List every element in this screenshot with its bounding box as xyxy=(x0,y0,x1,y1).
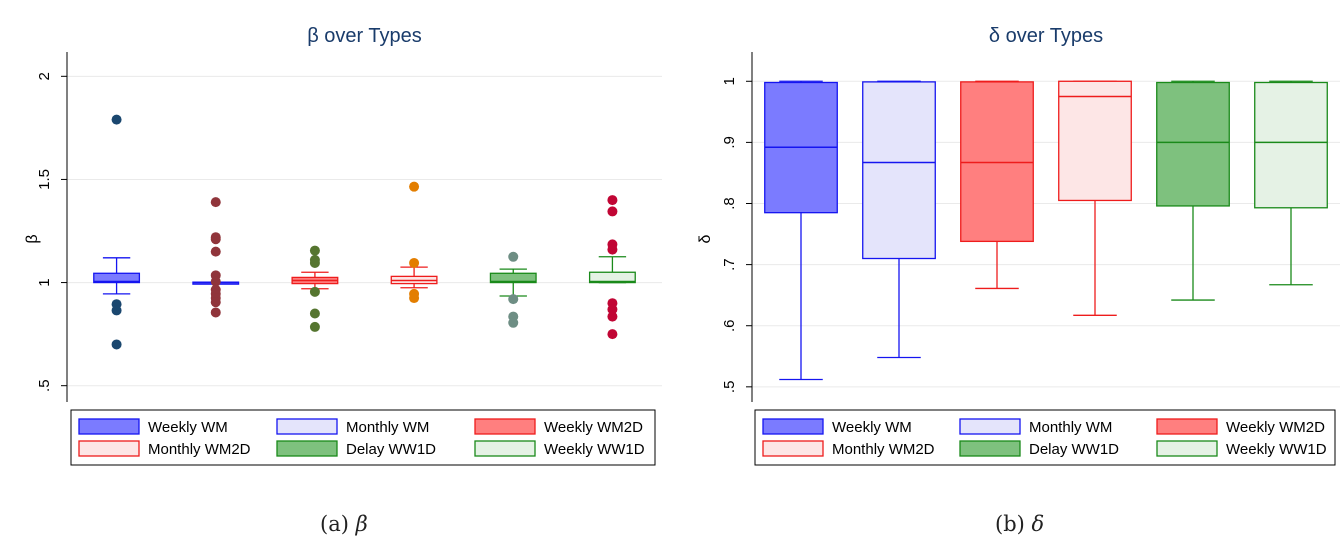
beta-box-1 xyxy=(93,114,141,350)
beta-outlier-point xyxy=(111,339,122,350)
delta-y-tick-label: 1 xyxy=(721,77,738,85)
delta-legend: Weekly WM Monthly WM Weekly WM2D Monthly WM… xyxy=(754,409,1336,466)
beta-legend-swatch xyxy=(276,440,338,457)
beta-legend-swatch xyxy=(78,440,140,457)
delta-box-body xyxy=(1058,80,1132,202)
delta-y-tick-label: .6 xyxy=(721,319,738,332)
caption-delta: (b) δ xyxy=(995,512,1044,536)
beta-legend-swatch xyxy=(78,418,140,435)
beta-outlier-point xyxy=(409,257,420,268)
beta-outlier-point xyxy=(309,286,320,297)
caption-beta-symbol: β xyxy=(355,512,368,536)
beta-legend-frame xyxy=(70,409,656,466)
beta-legend-label: Weekly WM2D xyxy=(544,419,643,436)
beta-outlier-point xyxy=(508,294,519,305)
caption-beta-prefix: (a) xyxy=(320,512,349,536)
delta-y-tick-label: .5 xyxy=(721,381,738,394)
beta-outlier-point xyxy=(210,297,221,308)
delta-chart-panel: δ over Types .5 .6 .7 .8 .9 1 δ Weekly WM Monthly… xyxy=(680,0,1341,500)
beta-outlier-point xyxy=(508,251,519,262)
delta-legend-frame xyxy=(754,409,1336,466)
delta-legend-swatch xyxy=(762,418,824,435)
delta-chart-title: δ over Types xyxy=(989,25,1103,47)
delta-y-tick-label: .9 xyxy=(721,136,738,149)
beta-outlier-point xyxy=(309,308,320,319)
beta-outlier-point xyxy=(309,245,320,256)
delta-legend-swatch xyxy=(959,418,1021,435)
beta-outlier-point xyxy=(309,257,320,268)
beta-outlier-point xyxy=(607,244,618,255)
beta-outlier-point xyxy=(210,307,221,318)
beta-outlier-point xyxy=(409,181,420,192)
beta-y-tick-label: .5 xyxy=(36,379,53,392)
beta-box-2 xyxy=(192,197,240,318)
beta-outlier-point xyxy=(210,276,221,287)
beta-box-5 xyxy=(489,251,537,328)
beta-chart-panel: β over Types .5 1 1.5 2 β Weekly WM Monthly WM W… xyxy=(0,0,670,500)
delta-y-tick-label: .7 xyxy=(721,258,738,271)
beta-box-body xyxy=(588,271,636,284)
beta-outlier-point xyxy=(210,246,221,257)
delta-box-4 xyxy=(1058,80,1132,316)
delta-box-2 xyxy=(862,80,936,359)
delta-box-body xyxy=(1156,81,1230,207)
delta-legend-label: Weekly WW1D xyxy=(1226,441,1327,458)
beta-box-body xyxy=(489,272,537,284)
delta-legend-swatch xyxy=(1156,418,1218,435)
caption-delta-prefix: (b) xyxy=(995,512,1025,536)
beta-y-tick-label: 1 xyxy=(36,278,53,286)
delta-box-body xyxy=(1254,81,1328,209)
delta-box-1 xyxy=(764,80,838,381)
beta-outlier-point xyxy=(309,321,320,332)
delta-legend-label: Delay WW1D xyxy=(1029,441,1119,458)
beta-box-4 xyxy=(390,181,438,304)
beta-legend-label: Weekly WM xyxy=(148,419,228,436)
beta-legend-swatch xyxy=(276,418,338,435)
beta-outlier-point xyxy=(409,293,420,304)
beta-outlier-point xyxy=(607,304,618,315)
beta-legend-swatch xyxy=(474,440,536,457)
beta-chart-title: β over Types xyxy=(307,25,422,47)
delta-y-axis-label: δ xyxy=(697,234,714,243)
beta-outlier-point xyxy=(607,311,618,322)
delta-legend-swatch xyxy=(1156,440,1218,457)
beta-legend-swatch xyxy=(474,418,536,435)
beta-outlier-point xyxy=(508,317,519,328)
delta-box-plot: δ over Types .5 .6 .7 .8 .9 1 δ Weekly WM Monthly… xyxy=(697,25,1340,466)
beta-box-6 xyxy=(588,195,636,340)
beta-outlier-point xyxy=(607,329,618,340)
beta-box-body xyxy=(93,272,141,284)
beta-outlier-point xyxy=(607,195,618,206)
beta-outlier-point xyxy=(210,234,221,245)
delta-legend-swatch xyxy=(762,440,824,457)
beta-box-3 xyxy=(291,245,339,332)
beta-outlier-point xyxy=(111,114,122,125)
delta-box-body xyxy=(960,81,1034,243)
beta-legend-label: Weekly WW1D xyxy=(544,441,645,458)
beta-outlier-point xyxy=(607,206,618,217)
beta-legend-label: Monthly WM xyxy=(346,419,429,436)
delta-box-3 xyxy=(960,80,1034,290)
beta-y-tick-label: 1.5 xyxy=(36,169,53,190)
delta-legend-swatch xyxy=(959,440,1021,457)
beta-legend-label: Delay WW1D xyxy=(346,441,436,458)
delta-legend-label: Monthly WM xyxy=(1029,419,1112,436)
beta-y-tick-label: 2 xyxy=(36,72,53,80)
caption-beta: (a) β xyxy=(320,512,368,536)
delta-box-body xyxy=(862,81,936,260)
beta-legend: Weekly WM Monthly WM Weekly WM2D Monthly WM… xyxy=(70,409,656,466)
delta-y-tick-label: .8 xyxy=(721,197,738,210)
beta-outlier-point xyxy=(210,197,221,208)
beta-legend-label: Monthly WM2D xyxy=(148,441,251,458)
delta-legend-label: Weekly WM2D xyxy=(1226,419,1325,436)
beta-outlier-point xyxy=(111,305,122,316)
delta-legend-label: Weekly WM xyxy=(832,419,912,436)
delta-box-6 xyxy=(1254,80,1328,286)
caption-delta-symbol: δ xyxy=(1031,512,1045,536)
beta-y-axis-label: β xyxy=(24,234,41,243)
delta-legend-label: Monthly WM2D xyxy=(832,441,935,458)
delta-box-5 xyxy=(1156,80,1230,301)
